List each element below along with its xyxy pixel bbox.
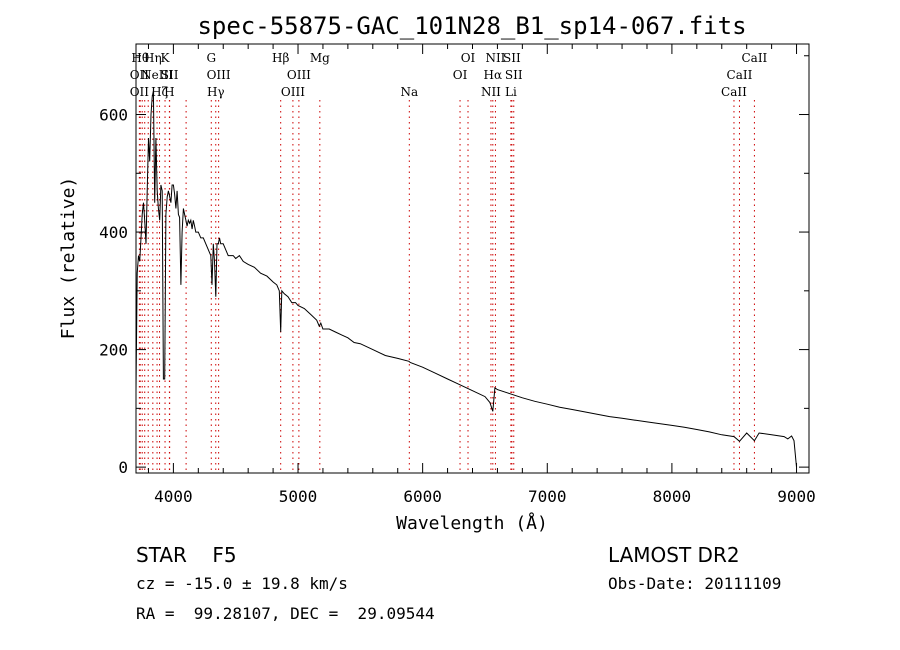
y-tick-label: 0 xyxy=(118,458,128,477)
spectral-line-label: OII xyxy=(130,68,150,82)
spectral-line-label: SII xyxy=(505,68,523,82)
spectral-line-label: Hβ xyxy=(272,51,289,65)
y-axis: 0 200 400 600 xyxy=(99,55,809,477)
spectral-line-label: Hα xyxy=(484,68,503,82)
spectral-line-label: SII xyxy=(503,51,521,65)
spectral-line-labels: HθOIIOIIHηNeIIIHζKSIIHGOIIIHγHβOIIIOIIIM… xyxy=(130,51,768,99)
y-tick-label: 600 xyxy=(99,106,128,125)
object-type: STAR F5 xyxy=(136,543,237,567)
spectral-line-label: NeIII xyxy=(141,68,173,82)
spectrum-line xyxy=(135,90,797,468)
redshift-cz: cz = -15.0 ± 19.8 km/s xyxy=(136,574,348,593)
spectral-line-label: NII xyxy=(481,85,501,99)
spectral-line-label: OIII xyxy=(281,85,305,99)
spectral-line-label: H xyxy=(164,85,174,99)
spectral-line-label: CaII xyxy=(741,51,767,65)
spectral-line-label: SII xyxy=(161,68,179,82)
spectral-line-label: Hζ xyxy=(151,85,168,99)
y-tick-label: 400 xyxy=(99,223,128,242)
spectral-line-label: OIII xyxy=(287,68,311,82)
spectral-line-label: G xyxy=(206,51,216,65)
spectral-line-label: CaII xyxy=(727,68,753,82)
x-tick-label: 4000 xyxy=(154,487,193,506)
spectral-line-label: Hη xyxy=(144,51,162,65)
ra-dec: RA = 99.28107, DEC = 29.09544 xyxy=(136,604,435,623)
x-tick-label: 8000 xyxy=(653,487,692,506)
spectral-line-markers xyxy=(138,100,755,473)
x-tick-label: 7000 xyxy=(528,487,567,506)
chart-title: spec-55875-GAC_101N28_B1_sp14-067.fits xyxy=(197,12,746,40)
spectral-line-label: OI xyxy=(461,51,476,65)
y-axis-label: Flux (relative) xyxy=(58,177,79,340)
spectral-line-label: OI xyxy=(453,68,468,82)
obs-date: Obs-Date: 20111109 xyxy=(608,574,782,593)
y-tick-label: 200 xyxy=(99,341,128,360)
spectral-line-label: Hγ xyxy=(207,85,225,99)
spectral-line-label: Li xyxy=(505,85,517,99)
x-axis: 4000 5000 6000 7000 8000 9000 xyxy=(147,44,816,506)
spectral-line-label: OIII xyxy=(207,68,231,82)
x-axis-label: Wavelength (Å) xyxy=(396,512,548,534)
spectral-line-label: OII xyxy=(130,85,150,99)
spectral-line-label: NII xyxy=(485,51,505,65)
spectral-line-label: Mg xyxy=(310,51,330,65)
spectral-line-label: CaII xyxy=(721,85,747,99)
spectral-line-label: K xyxy=(161,51,171,65)
survey-name: LAMOST DR2 xyxy=(608,543,740,567)
x-tick-label: 9000 xyxy=(777,487,816,506)
x-tick-label: 6000 xyxy=(403,487,442,506)
spectral-line-label: Na xyxy=(400,85,418,99)
plot-frame xyxy=(135,43,810,474)
x-tick-label: 5000 xyxy=(279,487,318,506)
